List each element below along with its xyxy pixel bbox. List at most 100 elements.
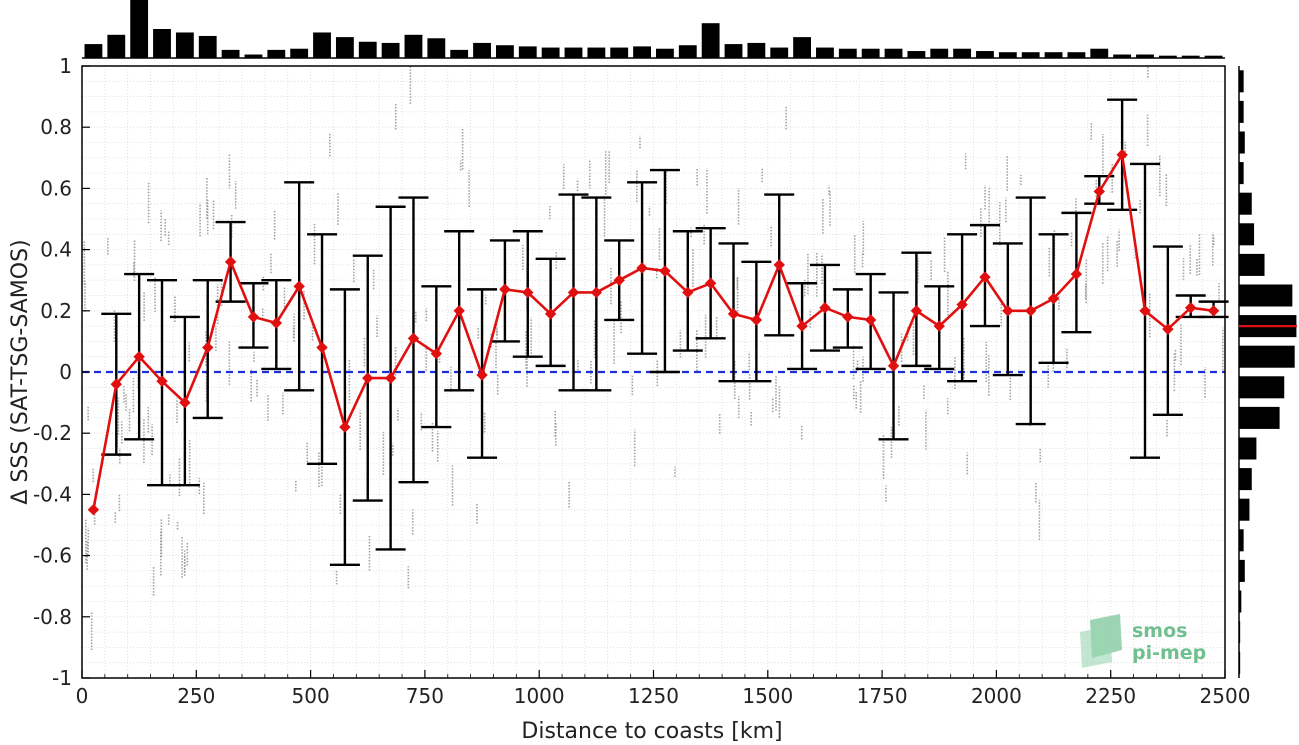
data-point [1093, 185, 1105, 198]
data-point [636, 262, 648, 274]
y-tick-label: -1 [52, 666, 72, 690]
data-point [887, 360, 900, 372]
data-point [1047, 292, 1060, 305]
data-point [773, 259, 785, 271]
data-point [750, 314, 763, 326]
top-histogram-bar [998, 52, 1017, 58]
right-histogram-bar [1239, 559, 1245, 582]
data-point [796, 320, 808, 332]
x-tick-label: 0 [76, 684, 89, 708]
x-axis-title: Distance to coasts [km] [521, 719, 782, 744]
y-tick-label: 0.4 [40, 238, 72, 262]
right-histogram-bar [1239, 253, 1265, 276]
top-histogram-bar [953, 48, 972, 58]
data-point [590, 286, 603, 299]
smos-pi-mep-logo: smos pi-mep [1080, 614, 1206, 668]
data-point [384, 372, 397, 384]
top-histogram-bar [473, 42, 491, 58]
top-histogram [82, 0, 1225, 59]
top-histogram-bar [838, 48, 857, 58]
x-tick-label: 250 [177, 684, 215, 708]
y-tick-label: 0.8 [40, 115, 72, 139]
right-histogram-bar [1239, 590, 1242, 613]
top-histogram-bar [816, 47, 834, 58]
x-tick-label: 500 [292, 684, 330, 708]
data-point [1070, 268, 1083, 280]
top-histogram-bar [1158, 55, 1177, 58]
y-tick-label: 0 [59, 360, 72, 384]
axis-ticks: 0 250 500 750 1000 1250 1500 1750 2000 2250 2500 -1… [33, 54, 1250, 708]
data-point [842, 311, 854, 323]
data-point [453, 305, 465, 317]
data-point [819, 302, 831, 314]
y-tick-label: 0.6 [40, 176, 72, 200]
right-histogram [1238, 66, 1297, 678]
top-histogram-bar [244, 54, 263, 58]
data-point [362, 372, 374, 384]
right-histogram-bar [1239, 223, 1255, 246]
top-histogram-bar [724, 44, 743, 58]
data-point [316, 341, 328, 354]
right-histogram-bar [1239, 100, 1244, 123]
top-histogram-bar [175, 32, 194, 58]
x-tick-label: 1250 [628, 684, 679, 708]
data-point [499, 283, 511, 296]
data-point [544, 308, 557, 320]
right-histogram-bar [1239, 651, 1241, 674]
data-point [1162, 323, 1174, 335]
y-axis-title: Δ SSS (SAT-TSG-SAMOS) [8, 239, 33, 504]
data-point [956, 298, 968, 311]
data-point [682, 286, 694, 299]
top-histogram-bar [656, 48, 674, 58]
top-histogram-bar [1113, 54, 1132, 58]
top-histogram-bar [976, 51, 994, 58]
top-histogram-bar [1044, 52, 1063, 58]
data-point [1116, 149, 1128, 161]
right-histogram-bar [1239, 284, 1293, 307]
data-point [156, 375, 168, 387]
data-point [933, 320, 945, 332]
top-histogram-bar [610, 47, 629, 58]
data-point [430, 347, 443, 360]
data-point [1002, 305, 1014, 317]
logo-text-line2: pi-mep [1132, 642, 1206, 664]
top-histogram-bar [541, 47, 560, 58]
data-point [727, 308, 740, 320]
right-histogram-bar [1239, 131, 1245, 154]
top-histogram-bar [793, 37, 812, 58]
data-point [224, 256, 237, 268]
top-histogram-bar [1204, 55, 1223, 58]
data-point [704, 277, 717, 289]
right-histogram-bar [1239, 406, 1280, 429]
top-histogram-bar [198, 35, 217, 58]
data-point [1024, 305, 1037, 317]
y-tick-label: -0.8 [33, 605, 72, 629]
top-histogram-bar [678, 45, 697, 58]
data-point [864, 314, 877, 326]
top-histogram-bar [861, 48, 880, 58]
top-histogram-bar [450, 49, 469, 58]
data-point [293, 280, 305, 293]
top-histogram-bar [267, 49, 286, 58]
top-histogram-bar [84, 44, 103, 58]
top-histogram-bar [747, 42, 766, 58]
top-histogram-bar [495, 45, 514, 58]
x-tick-label: 2500 [1200, 684, 1251, 708]
data-point [910, 305, 923, 317]
mean-series-markers [87, 149, 1220, 516]
data-point [407, 332, 420, 345]
data-point [659, 265, 671, 277]
data-point [202, 341, 214, 354]
x-tick-label: 1750 [857, 684, 908, 708]
top-histogram-bar [907, 51, 926, 58]
right-histogram-bar [1239, 162, 1244, 185]
right-histogram-bar [1239, 468, 1252, 491]
top-histogram-bar [770, 47, 789, 58]
top-histogram-bar [427, 38, 446, 58]
data-point [522, 286, 534, 299]
x-tick-label: 1000 [514, 684, 565, 708]
y-tick-label: -0.6 [33, 544, 72, 568]
right-histogram-bar [1239, 529, 1244, 552]
scatter-cloud [83, 66, 1224, 651]
